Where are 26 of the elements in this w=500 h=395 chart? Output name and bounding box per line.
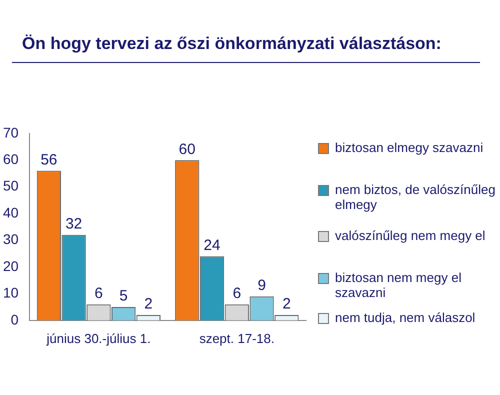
y-tick-label: 0	[10, 311, 19, 328]
data-label: 56	[40, 151, 58, 168]
data-label: 6	[232, 285, 242, 302]
legend-label: valószínűleg nem megy el	[335, 228, 486, 243]
data-label: 60	[178, 140, 196, 158]
data-label: 6	[94, 285, 103, 302]
data-label: 2	[144, 296, 153, 313]
y-tick-label: 10	[2, 284, 19, 301]
y-tick-label: 50	[2, 178, 19, 194]
legend-label: biztosan elmegy szavazni	[335, 140, 484, 155]
legend-label: biztosan nem megy el szavazni	[335, 270, 462, 300]
x-tick-label: június 30.-július 1.	[46, 330, 151, 346]
legend-label: nem tudja, nem válaszol	[335, 310, 476, 325]
x-tick-label: szept. 17-18.	[199, 330, 274, 346]
y-tick-label: 40	[2, 204, 19, 220]
legend-label: nem biztos, de valószínűleg elmegy	[335, 182, 496, 212]
data-label: 5	[119, 288, 128, 305]
y-tick-label: 60	[2, 150, 19, 167]
y-tick-label: 70	[2, 124, 19, 140]
y-tick-label: 20	[2, 258, 19, 274]
data-label: 32	[65, 216, 82, 233]
chart-title: Ön hogy tervezi az őszi önkormányzati választáson:	[22, 34, 442, 54]
data-label: 2	[282, 296, 291, 313]
data-label: 24	[204, 236, 220, 254]
y-tick-label: 30	[2, 231, 19, 248]
data-label: 9	[258, 277, 266, 294]
